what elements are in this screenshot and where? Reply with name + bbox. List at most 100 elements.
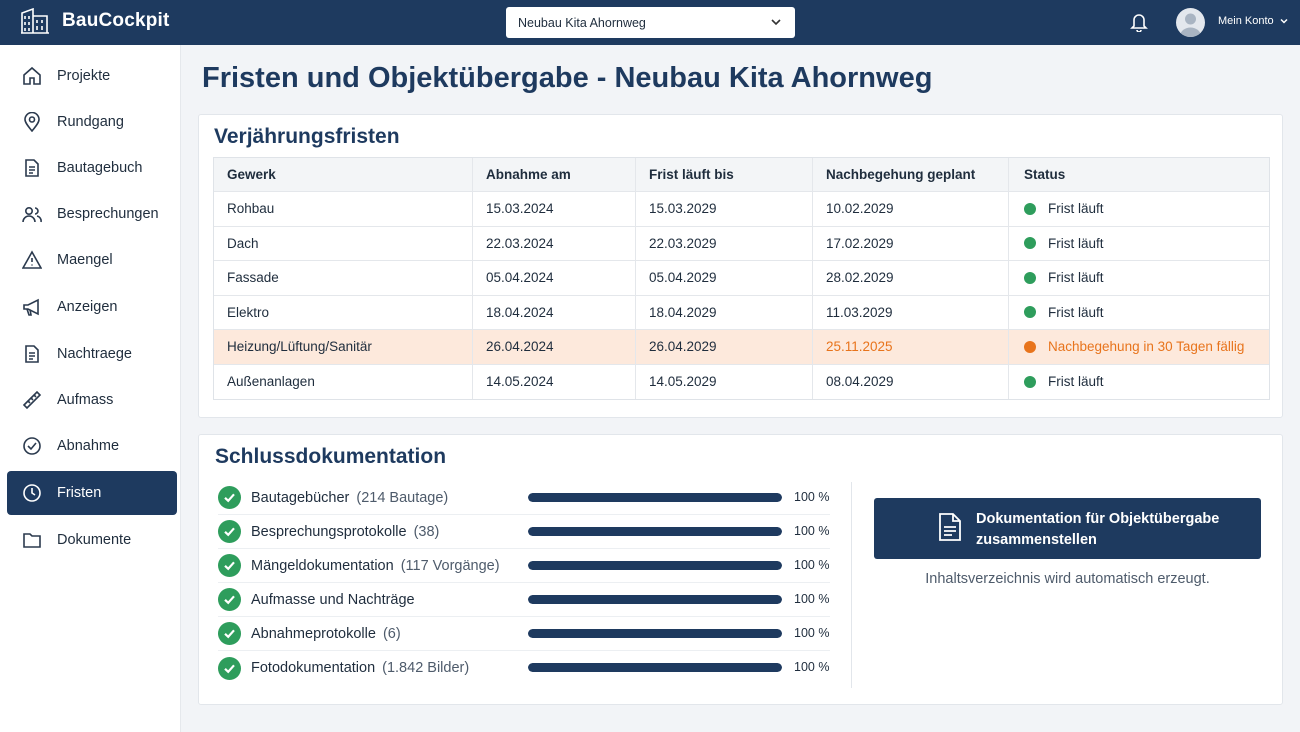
documentation-label: Bautagebücher [251,489,350,506]
documentation-label: Mängeldokumentation [251,557,394,574]
documentation-label: Fotodokumentation [251,660,376,676]
account-menu[interactable]: Mein Konto [1218,15,1289,27]
document-icon [7,344,57,364]
documentation-label: Abnahmeprotokolle [251,625,376,642]
notifications-bell-icon[interactable] [1130,12,1148,37]
megaphone-icon [7,297,57,317]
progress-percent: 100 % [794,524,830,538]
column-header-gewerk[interactable]: Gewerk [214,158,473,191]
documentation-item: Mängeldokumentation (117 Vorgänge) 100 % [218,549,830,583]
cell-status: Frist läuft [1009,192,1269,226]
map-pin-icon [7,112,57,132]
cell-status: Nachbegehung in 30 Tagen fällig [1009,330,1269,364]
sidebar-item-label: Bautagebuch [57,160,143,176]
progress-bar [528,595,782,604]
cell-frist: 22.03.2029 [636,226,813,260]
warning-icon [7,250,57,270]
project-select[interactable]: Neubau Kita Ahornweg [506,7,795,38]
sidebar-item-abnahme[interactable]: Abnahme [7,424,177,468]
table-row[interactable]: Fassade 05.04.2024 05.04.2029 28.02.2029 Fri… [214,261,1269,296]
cell-nachbegehung: 10.02.2029 [813,192,1009,226]
table-header-row: Gewerk Abnahme am Frist läuft bis Nachbe… [214,158,1269,192]
cell-status: Frist läuft [1009,296,1269,330]
cell-nachbegehung: 25.11.2025 [813,330,1009,364]
sidebar-item-label: Abnahme [57,438,120,454]
sidebar-item-bautagebuch[interactable]: Bautagebuch [7,146,177,190]
table-row[interactable]: Elektro 18.04.2024 18.04.2029 11.03.2029 Fri… [214,295,1269,330]
avatar[interactable] [1176,8,1205,37]
sidebar-item-dokumente[interactable]: Dokumente [7,518,177,562]
check-icon [218,588,241,611]
sidebar-item-maengel[interactable]: Maengel [7,238,177,282]
users-icon [7,204,57,224]
progress-bar-fill [528,527,782,536]
cell-frist: 18.04.2029 [636,295,813,329]
status-ok-dot [1024,375,1036,388]
cell-gewerk: Dach [214,226,473,260]
column-header-abnahme[interactable]: Abnahme am [473,158,636,191]
home-icon [7,66,57,86]
sidebar-item-label: Rundgang [57,114,124,130]
table-row[interactable]: Rohbau 15.03.2024 15.03.2029 10.02.2029 Fris… [214,192,1269,227]
cell-abnahme: 18.04.2024 [473,295,636,329]
clock-icon [7,483,57,503]
progress-bar-fill [528,493,782,502]
cell-nachbegehung: 11.03.2029 [813,295,1009,329]
cell-abnahme: 15.03.2024 [473,192,636,226]
document-icon [939,513,961,541]
table-row[interactable]: Dach 22.03.2024 22.03.2029 17.02.2029 Frist … [214,226,1269,261]
app-name: BauCockpit [62,10,170,31]
progress-percent: 100 % [794,490,830,504]
documentation-count: (38) [413,523,440,540]
sidebar-item-label: Besprechungen [57,206,159,222]
cell-frist: 14.05.2029 [636,364,813,399]
sidebar-item-besprechungen[interactable]: Besprechungen [7,192,177,236]
cell-abnahme: 05.04.2024 [473,261,636,295]
account-label: Mein Konto [1218,15,1274,27]
column-header-status[interactable]: Status [1024,167,1066,182]
cell-frist: 15.03.2029 [636,192,813,226]
cell-frist: 05.04.2029 [636,261,813,295]
status-text: Frist läuft [1048,304,1104,320]
sidebar-item-fristen[interactable]: Fristen [7,471,177,515]
cell-gewerk: Fassade [214,261,473,295]
sidebar-item-projekte[interactable]: Projekte [7,54,177,98]
sidebar-item-label: Anzeigen [57,299,118,315]
table-row[interactable]: Heizung/Lüftung/Sanitär 26.04.2024 26.04.2… [214,330,1269,365]
documentation-item: Abnahmeprotokolle (6) 100 % [218,617,830,651]
progress-percent: 100 % [794,626,830,640]
sidebar: Projekte Rundgang Bautagebuch Besprechun… [0,45,181,732]
progress-percent: 100 % [794,558,830,572]
sidebar-item-rundgang[interactable]: Rundgang [7,100,177,144]
app-logo[interactable]: BauCockpit [20,8,170,34]
status-text: Frist läuft [1048,201,1104,217]
page-title: Fristen und Objektübergabe - Neubau Kita… [202,62,933,94]
documentation-item: Bautagebücher (214 Bautage) 100 % [218,481,830,515]
cell-gewerk: Außenanlagen [214,364,473,399]
progress-percent: 100 % [794,592,830,606]
cell-gewerk: Heizung/Lüftung/Sanitär [214,330,473,364]
check-icon [218,520,241,543]
sidebar-item-anzeigen[interactable]: Anzeigen [7,285,177,329]
cell-nachbegehung: 28.02.2029 [813,261,1009,295]
sidebar-item-nachtraege[interactable]: Nachtraege [7,332,177,376]
compile-documentation-button[interactable]: Dokumentation für Objektübergabe zusamme… [874,498,1261,559]
progress-percent: 100 % [794,660,830,674]
divider [851,482,852,688]
column-header-nachbegehung[interactable]: Nachbegehung geplant [813,158,1009,191]
top-bar: BauCockpit Neubau Kita Ahornweg Mein Kon… [0,0,1300,45]
documentation-item: Fotodokumentation (1.842 Bilder) 100 % [218,651,830,685]
sidebar-item-label: Nachtraege [57,346,132,362]
cell-gewerk: Elektro [214,295,473,329]
progress-bar [528,493,782,502]
progress-bar [528,629,782,638]
cell-nachbegehung: 17.02.2029 [813,226,1009,260]
progress-bar-fill [528,629,782,638]
sidebar-item-label: Projekte [57,68,111,84]
table-row[interactable]: Außenanlagen 14.05.2024 14.05.2029 08.04.20… [214,364,1269,399]
documentation-item: Aufmasse und Nachträge 100 % [218,583,830,617]
status-text: Frist läuft [1048,374,1104,390]
sidebar-item-aufmass[interactable]: Aufmass [7,378,177,422]
status-ok-dot [1024,202,1036,215]
column-header-frist[interactable]: Frist läuft bis [636,158,813,191]
